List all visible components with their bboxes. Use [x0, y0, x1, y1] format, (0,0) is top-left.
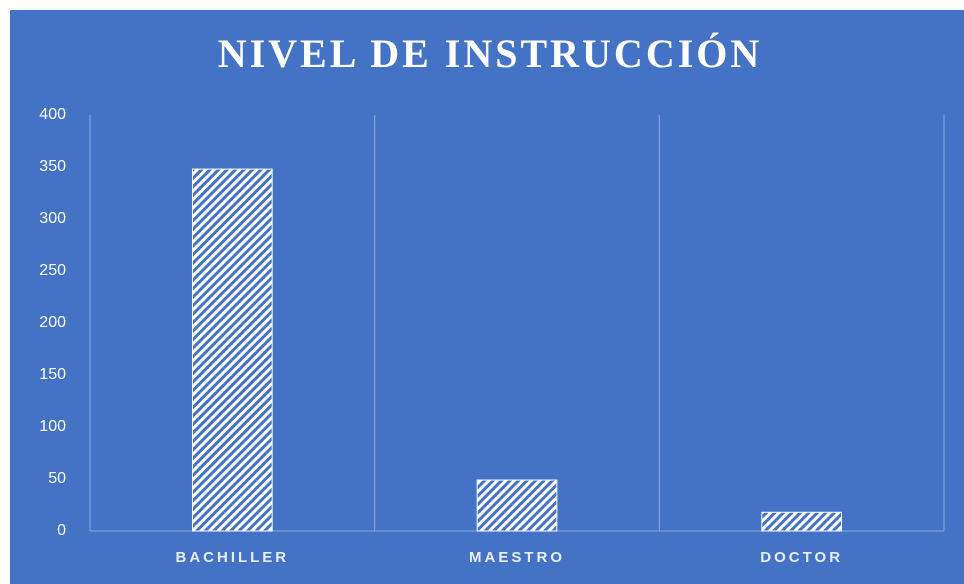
- y-tick-label: 350: [39, 158, 66, 175]
- y-tick-label: 300: [39, 210, 66, 227]
- y-tick-label: 250: [39, 262, 66, 279]
- y-tick-label: 0: [57, 522, 66, 539]
- bar: [761, 511, 843, 532]
- y-tick-label: 100: [39, 418, 66, 435]
- x-tick-label: MAESTRO: [469, 549, 565, 566]
- y-tick-label: 200: [39, 314, 66, 331]
- y-tick-label: 50: [48, 470, 66, 487]
- y-tick-label: 400: [39, 106, 66, 123]
- x-tick-label: DOCTOR: [760, 549, 843, 566]
- bar: [191, 168, 273, 532]
- y-tick-label: 150: [39, 366, 66, 383]
- bar: [476, 479, 558, 532]
- chart-title: NIVEL DE INSTRUCCIÓN: [218, 31, 763, 76]
- x-tick-label: BACHILLER: [175, 549, 289, 566]
